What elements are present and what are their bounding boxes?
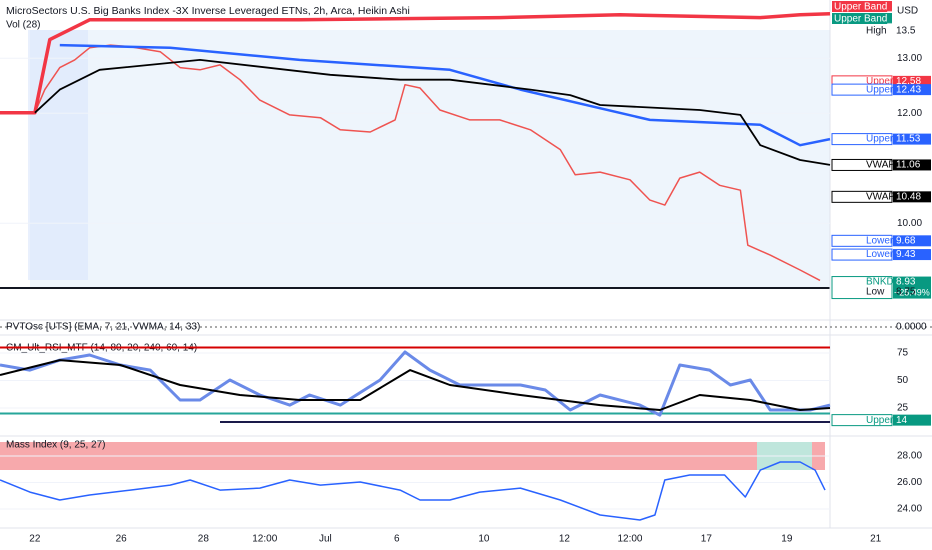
x-tick-label: 28 [198, 534, 210, 545]
y-tick-label: 28.00 [897, 451, 922, 462]
x-tick-label: 10 [478, 534, 490, 545]
price-value-bg [893, 249, 931, 261]
y-tick-label: 24.00 [897, 504, 922, 515]
price-value-bg [893, 235, 931, 247]
x-tick-label: 17 [701, 534, 713, 545]
line [0, 11, 831, 115]
x-tick-label: 22 [29, 534, 41, 545]
y-tick-label: 26.00 [897, 477, 922, 488]
price-tag [831, 248, 893, 261]
line [0, 359, 831, 411]
y-tick-label: 25 [897, 403, 909, 414]
price-value-bg [893, 75, 931, 87]
tag-label: Upper Band [866, 134, 919, 145]
y-tick-label: 12.00 [897, 108, 922, 119]
price-tag [831, 190, 893, 203]
tag-label: Upper Band_3 [834, 14, 899, 25]
price-value-bg [893, 276, 931, 299]
price-value-bg [893, 84, 931, 96]
tag-value: 12.58 [896, 76, 921, 87]
price-tag [832, 1, 892, 12]
price-tag [831, 414, 893, 427]
x-tick-label: 6 [394, 534, 400, 545]
chart-title: MicroSectors U.S. Big Banks Index -3X In… [6, 5, 410, 17]
price-tag [832, 13, 892, 24]
price-value-bg [893, 133, 931, 145]
tag-value: 11.53 [896, 134, 921, 145]
price-value-bg [893, 414, 931, 426]
tag-label: Lower Band [866, 235, 919, 246]
x-tick-label: 19 [781, 534, 793, 545]
tag-value: 10.48 [896, 191, 921, 202]
tag-value: 9.68 [896, 235, 916, 246]
tag-label: Upper Band_2 [834, 2, 899, 13]
price-tag [831, 234, 893, 247]
currency: USD [897, 6, 918, 17]
line [0, 461, 826, 521]
line [0, 350, 831, 417]
price-value-bg [893, 191, 931, 203]
price-tag [831, 158, 893, 171]
tag-value: 8.75 [896, 287, 916, 298]
x-tick-label: 12:00 [252, 534, 277, 545]
tag-label: Lower Band [866, 249, 919, 260]
tag-value: 9.43 [896, 249, 916, 260]
pane-title: Mass Index (9, 25, 27) [6, 440, 106, 451]
tag-label: VWAP [866, 191, 895, 202]
price-tag [831, 276, 893, 300]
y-tick-label: 50 [897, 375, 909, 386]
x-tick-label: 26 [116, 534, 128, 545]
line [34, 59, 831, 166]
band-fill [30, 30, 830, 288]
price-tag [831, 83, 893, 96]
zero-label: 0.0000 [896, 322, 927, 333]
tag-label: VWAP [866, 160, 895, 171]
tag-value: 11.06 [896, 160, 921, 171]
y-tick-label: 75 [897, 348, 909, 359]
price-tag [831, 133, 893, 146]
x-tick-label: Jul [319, 534, 332, 545]
tag-value: 12.43 [896, 84, 921, 95]
pane-title: PVTOsc [UTS] (EMA, 7, 21, VWMA, 14, 33) [6, 322, 200, 333]
volume-profile [28, 30, 88, 280]
tag-change: −25.49% [894, 287, 930, 297]
tag-label: Low [866, 287, 885, 298]
y-tick-label: 13.00 [897, 53, 922, 64]
y-tick-label: 10.00 [897, 218, 922, 229]
line [59, 43, 831, 147]
x-tick-label: 12:00 [617, 534, 642, 545]
tag-value: 13.5 [896, 25, 916, 36]
x-tick-label: 12 [559, 534, 571, 545]
tag-label: High [866, 25, 887, 36]
tag-label: Upper Band [866, 84, 919, 95]
x-tick-label: 21 [870, 534, 882, 545]
price-value-bg [893, 159, 931, 171]
tag-value: 14 [896, 415, 908, 426]
tag-value: 8.93 [896, 277, 916, 288]
subtitle: Vol (28) [6, 20, 40, 31]
tag-label: BNKD [866, 277, 894, 288]
